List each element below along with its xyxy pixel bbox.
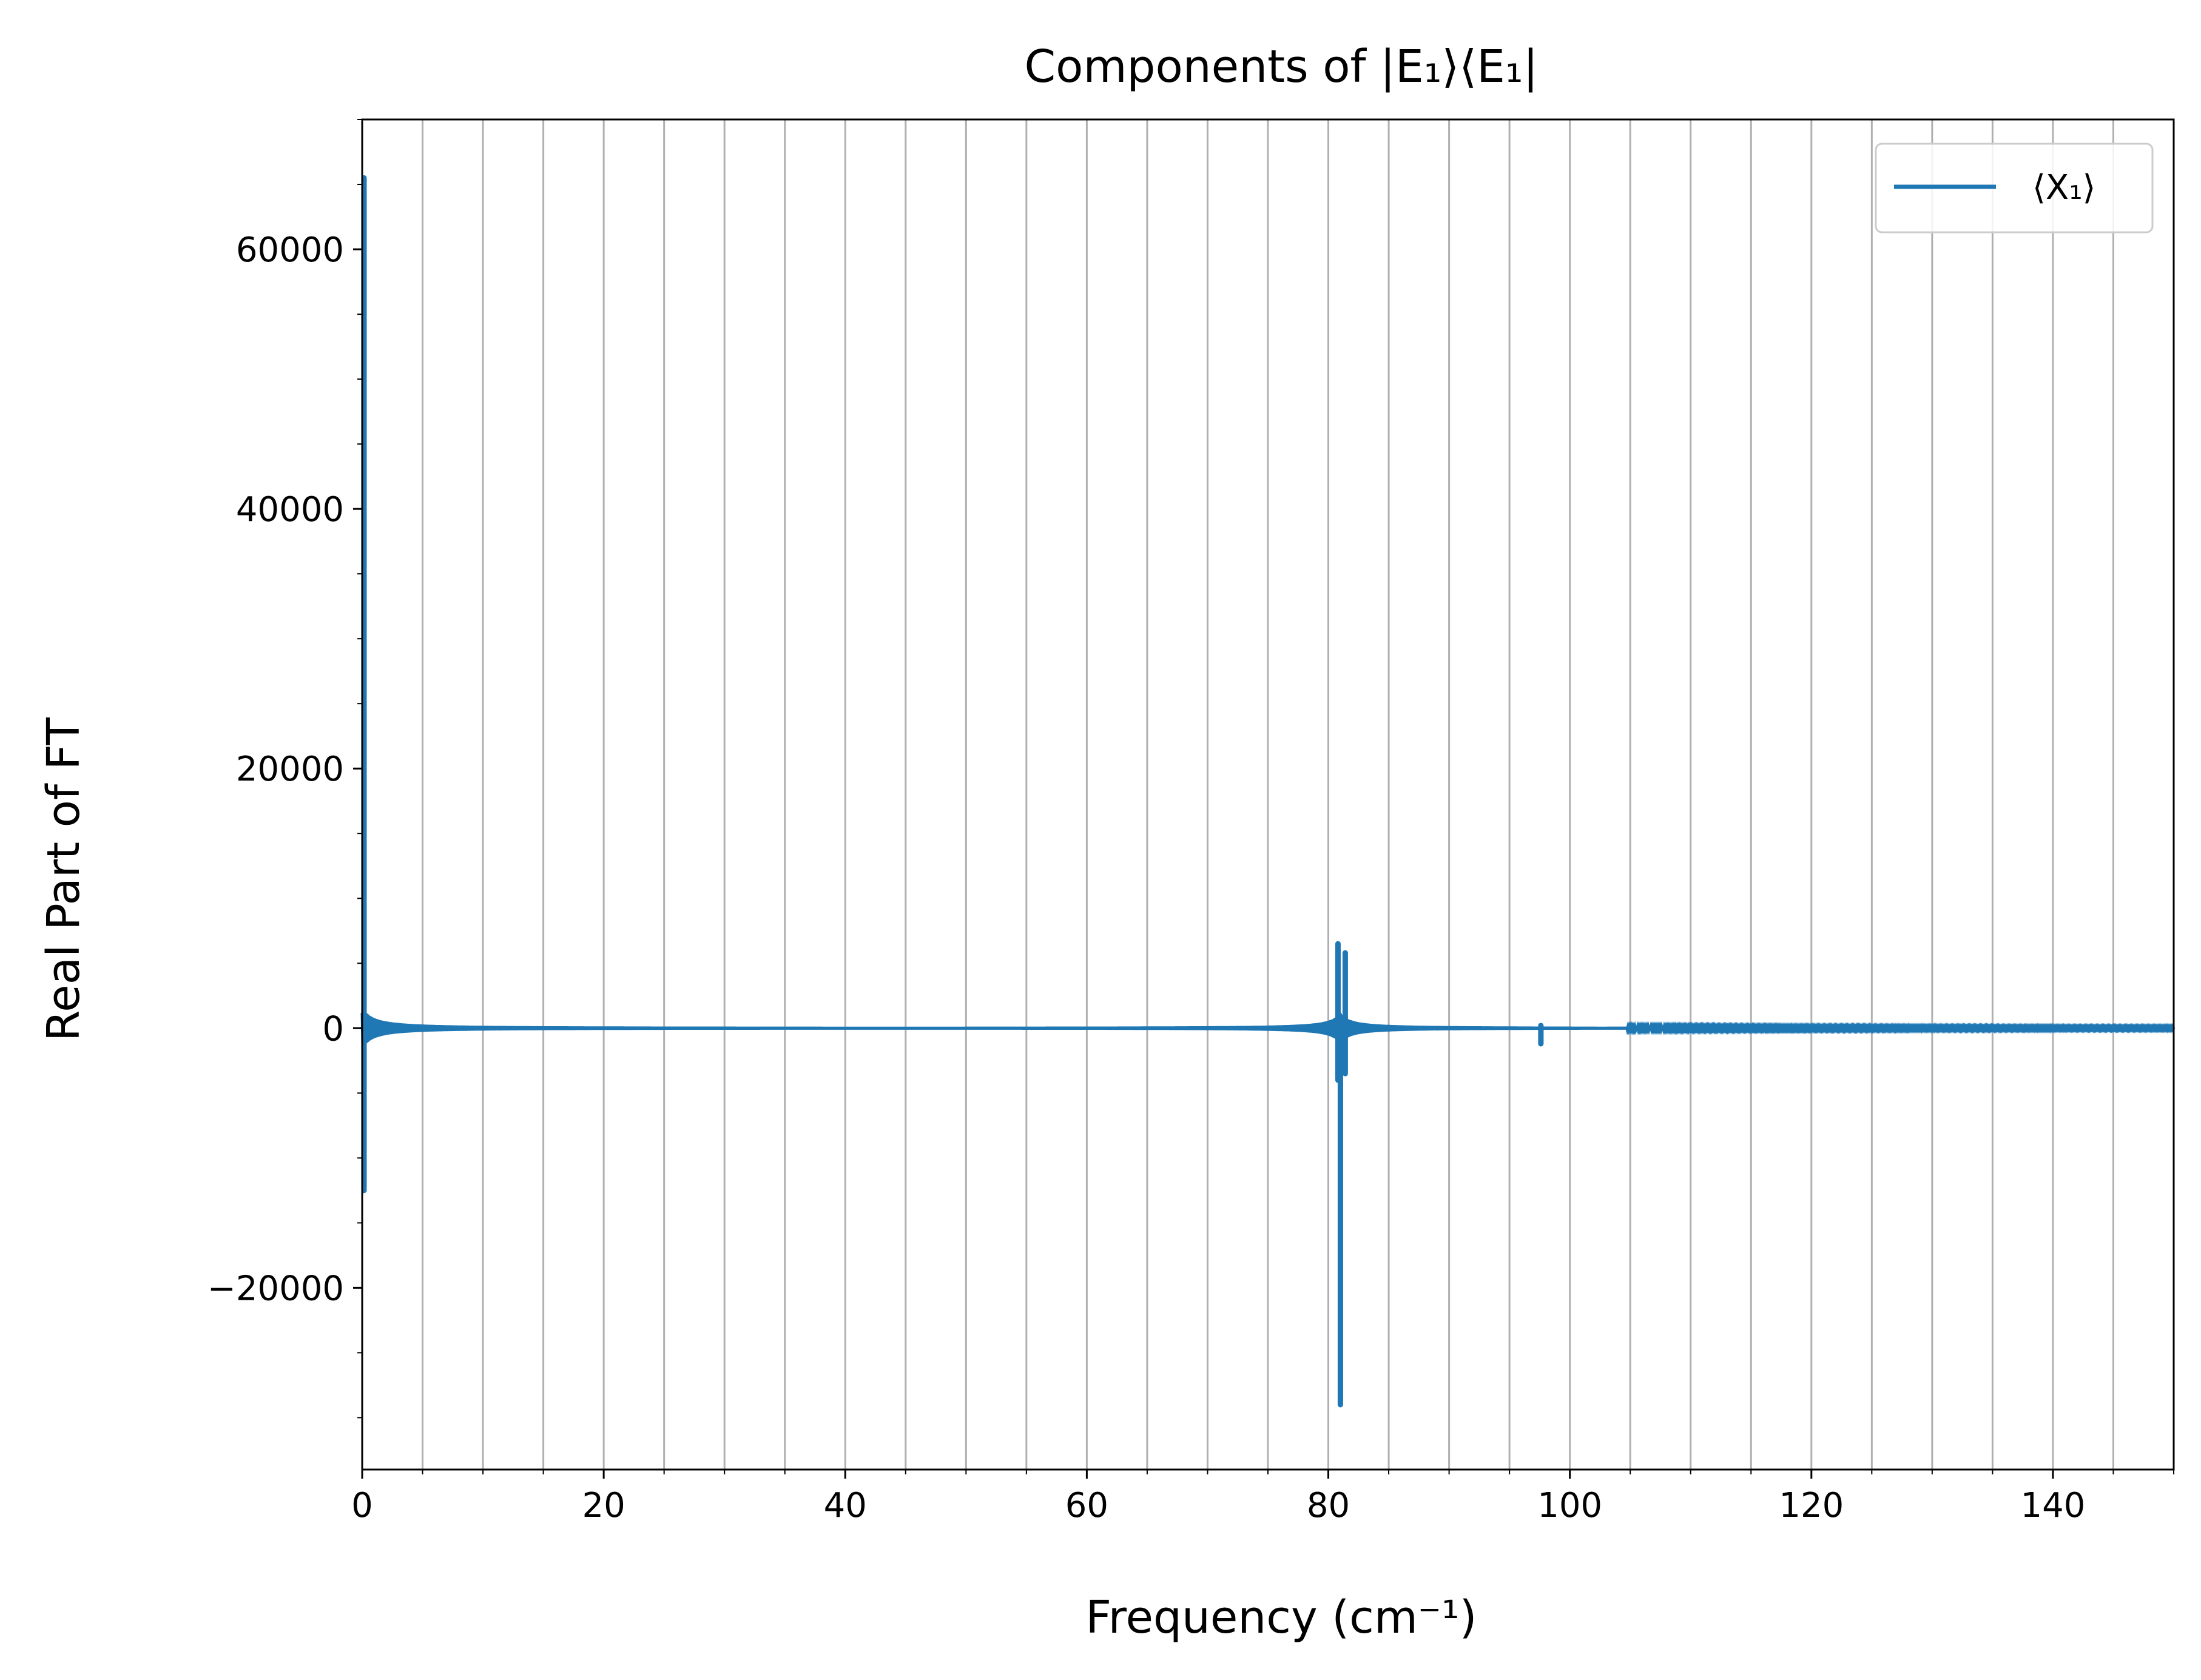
y-axis-label: Real Part of FT	[38, 717, 90, 1041]
x-tick-label: 0	[351, 1486, 373, 1525]
x-tick-label: 40	[824, 1486, 867, 1525]
x-tick-label: 60	[1065, 1486, 1108, 1525]
y-tick-label: 40000	[236, 490, 344, 529]
x-axis-label: Frequency (cm⁻¹)	[1085, 1591, 1477, 1644]
grid-lines	[422, 119, 2114, 1470]
axes: 0 20 40 60 80 100 120 140 −20000 0 20000 40000 60000	[207, 118, 2175, 1525]
x-tick-label: 100	[1537, 1486, 1602, 1525]
legend-entry-label: ⟨X₁⟩	[2032, 168, 2096, 207]
x-tick-label: 120	[1779, 1486, 1844, 1525]
legend-box	[1875, 143, 2154, 234]
series-line	[360, 1011, 2176, 1045]
x-tick-label: 20	[582, 1486, 625, 1525]
y-tick-label: 0	[322, 1009, 344, 1049]
x-tick-label: 140	[2020, 1486, 2085, 1525]
legend: ⟨X₁⟩	[1875, 143, 2154, 234]
chart-title: Components of |E₁⟩⟨E₁|	[1025, 41, 1539, 93]
plot-area	[360, 175, 2176, 1408]
y-tick-label: −20000	[207, 1269, 344, 1308]
x-tick-label: 80	[1307, 1486, 1350, 1525]
y-tick-label: 60000	[236, 230, 344, 270]
y-tick-label: 20000	[236, 750, 344, 789]
